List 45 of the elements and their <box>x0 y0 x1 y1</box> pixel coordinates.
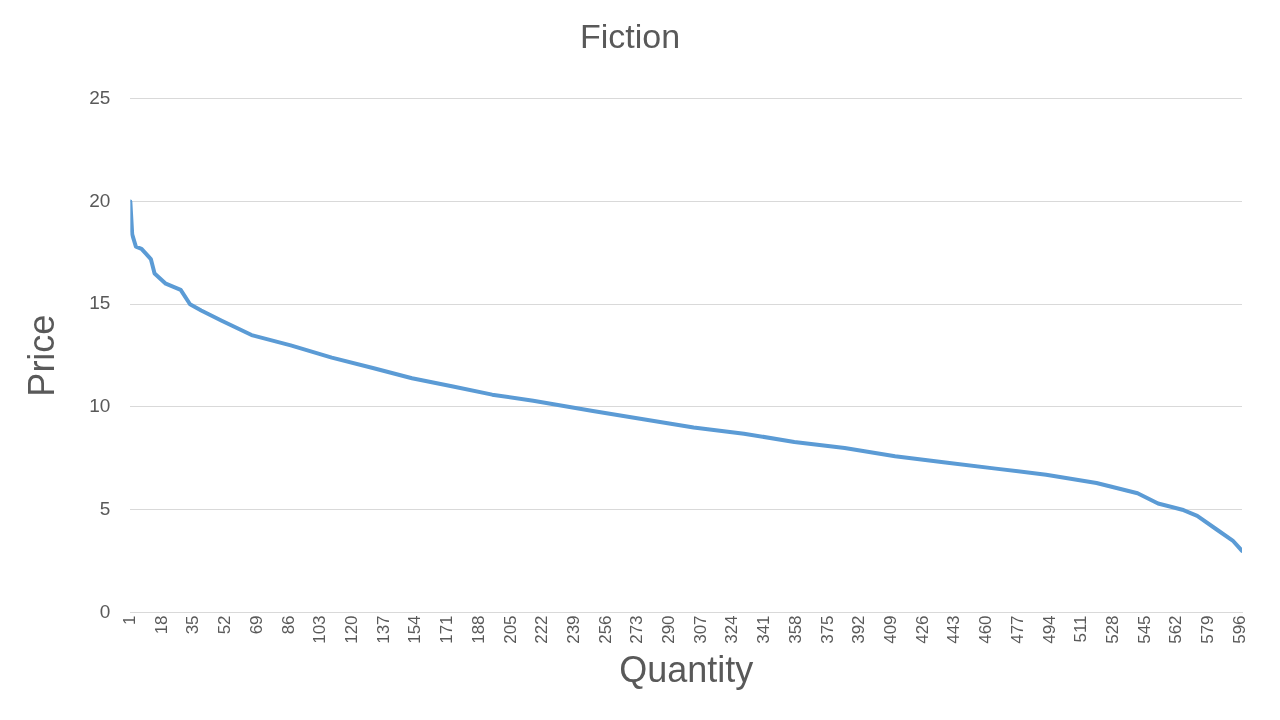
x-tick-label: 596 <box>1229 615 1249 644</box>
y-tick-label: 25 <box>89 87 111 109</box>
x-tick-label: 562 <box>1166 615 1186 644</box>
y-tick-label: 5 <box>99 497 111 519</box>
chart-title: Fiction <box>579 16 681 55</box>
x-tick-label: 375 <box>817 615 837 644</box>
x-tick-label: 426 <box>912 615 932 644</box>
x-tick-label: 18 <box>151 615 171 635</box>
y-tick-label: 0 <box>99 600 111 622</box>
y-axis-title: Price <box>20 314 62 397</box>
x-tick-label: 545 <box>1134 615 1154 644</box>
x-axis-title: Quantity <box>619 649 754 691</box>
x-tick-label: 239 <box>563 615 583 644</box>
x-tick-label: 409 <box>881 615 901 644</box>
x-tick-label: 358 <box>785 615 805 644</box>
y-tick-label: 10 <box>89 395 111 417</box>
x-tick-label: 324 <box>722 615 742 644</box>
x-tick-label: 103 <box>310 615 330 644</box>
x-tick-label: 392 <box>849 615 869 644</box>
y-tick-label: 15 <box>89 292 111 314</box>
x-tick-label: 154 <box>405 615 425 644</box>
x-tick-label: 494 <box>1039 615 1059 644</box>
x-tick-label: 528 <box>1102 615 1122 644</box>
x-tick-label: 307 <box>690 615 710 644</box>
x-tick-label: 290 <box>659 615 679 644</box>
x-tick-label: 120 <box>341 615 361 644</box>
x-tick-label: 52 <box>215 615 235 635</box>
x-tick-label: 69 <box>246 615 266 635</box>
x-tick-label: 205 <box>500 615 520 644</box>
x-tick-label: 443 <box>944 615 964 644</box>
x-tick-label: 222 <box>532 615 552 644</box>
x-tick-label: 1 <box>120 615 140 625</box>
x-tick-label: 256 <box>595 615 615 644</box>
x-tick-label: 137 <box>373 615 393 644</box>
x-tick-label: 579 <box>1198 615 1218 644</box>
x-tick-label: 86 <box>278 615 298 635</box>
x-tick-label: 511 <box>1071 615 1091 643</box>
x-tick-label: 171 <box>437 615 457 644</box>
x-tick-label: 188 <box>468 615 488 644</box>
x-tick-label: 477 <box>1007 615 1027 644</box>
y-tick-label: 20 <box>89 189 111 211</box>
x-tick-label: 273 <box>627 615 647 644</box>
x-tick-label: 460 <box>976 615 996 644</box>
x-tick-label: 341 <box>754 615 774 644</box>
x-tick-label: 35 <box>183 615 203 635</box>
